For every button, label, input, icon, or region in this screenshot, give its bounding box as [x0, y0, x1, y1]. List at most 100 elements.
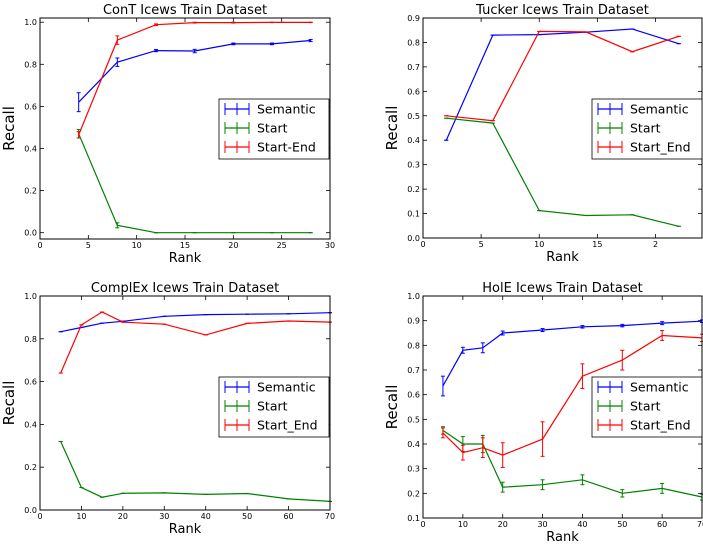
- x-tick-label: 50: [242, 512, 252, 521]
- data-point: [270, 42, 274, 46]
- x-tick-label: 0: [37, 512, 42, 521]
- legend-label: Semantic: [630, 102, 689, 117]
- y-tick-label: 0.9: [407, 317, 420, 326]
- x-tick-label: 70: [325, 512, 335, 521]
- x-tick-label: 5: [479, 240, 484, 249]
- y-tick-label: 0.5: [407, 415, 420, 424]
- chart-title: Tucker Icews Train Dataset: [475, 3, 649, 18]
- x-tick-label: 20: [118, 512, 128, 521]
- legend-label: Start: [257, 121, 288, 136]
- legend-entry: Start: [597, 399, 661, 414]
- y-tick-label: 0.3: [407, 465, 420, 474]
- data-point: [660, 321, 665, 326]
- legend-label: Start_End: [630, 418, 691, 433]
- data-point: [308, 38, 313, 43]
- y-tick-label: 0.7: [407, 366, 420, 375]
- y-tick-label: 0.4: [24, 144, 37, 153]
- y-tick-label: 0.8: [407, 341, 420, 350]
- y-tick-label: 1.0: [407, 292, 420, 301]
- y-tick-label: 0.8: [24, 60, 37, 69]
- y-tick-label: 0.6: [24, 378, 37, 387]
- x-tick-label: 20: [498, 520, 508, 529]
- legend-label: Start: [630, 121, 661, 136]
- legend-entry: Start_End: [597, 418, 691, 433]
- x-tick-label: 10: [132, 241, 142, 250]
- y-tick-label: 0.2: [24, 463, 37, 472]
- y-tick-label: 0.4: [407, 440, 420, 449]
- x-tick-label: 40: [577, 520, 587, 529]
- legend-label: Start_End: [630, 140, 691, 155]
- x-tick-label: 20: [228, 241, 238, 250]
- y-tick-label: 0.9: [407, 14, 420, 23]
- legend-entry: Start_End: [224, 418, 318, 433]
- series-line-2: [60, 441, 331, 502]
- data-point: [76, 131, 81, 139]
- legend-label: Semantic: [257, 380, 316, 395]
- legend-entry: Start: [224, 399, 288, 414]
- legend-label: Start-End: [257, 140, 316, 155]
- y-axis-label: Recall: [383, 385, 401, 430]
- y-tick-label: 0.1: [407, 514, 420, 523]
- x-tick-label: 60: [283, 512, 293, 521]
- data-point: [440, 375, 445, 397]
- series-line-2: [446, 117, 679, 227]
- x-tick-label: 10: [534, 240, 544, 249]
- y-tick-label: 0.1: [407, 210, 420, 219]
- y-axis-label: Recall: [383, 106, 401, 151]
- data-point: [460, 346, 465, 354]
- data-point: [500, 330, 505, 336]
- legend-entry: Semantic: [224, 102, 316, 117]
- x-axis-label: Rank: [546, 530, 579, 545]
- legend: Semantic Start Start_End: [218, 376, 330, 438]
- legend-entry: Semantic: [224, 380, 316, 395]
- y-tick-label: 0.6: [407, 391, 420, 400]
- y-axis-label: Recall: [0, 106, 18, 151]
- chart-cont: ConT Icews Train Dataset Rank Recall 0 5 10 15…: [0, 3, 335, 266]
- x-tick-label: 40: [201, 512, 211, 521]
- data-point: [231, 21, 236, 24]
- chart-title: ComplEx Icews Train Dataset: [91, 281, 279, 296]
- x-tick-label: 5: [86, 241, 91, 250]
- data-point: [580, 363, 585, 389]
- legend-label: Start: [630, 399, 661, 414]
- y-tick-label: 1.0: [24, 18, 37, 27]
- data-point: [540, 421, 545, 457]
- legend-entry: Start: [224, 121, 288, 136]
- data-point: [154, 23, 158, 27]
- x-tick-label: 0: [420, 240, 425, 249]
- axes-frame: [39, 17, 331, 240]
- x-tick-label: 30: [159, 512, 169, 521]
- y-tick-label: 0.6: [407, 87, 420, 96]
- legend-label: Start: [257, 399, 288, 414]
- data-point: [660, 330, 665, 341]
- x-axis-label: Rank: [546, 250, 579, 265]
- data-point: [500, 442, 505, 468]
- y-tick-label: 0.4: [24, 420, 37, 429]
- legend-entry: Start_End: [597, 140, 691, 155]
- x-tick-label: 50: [617, 520, 627, 529]
- y-tick-label: 0.5: [407, 112, 420, 121]
- x-tick-label: 30: [537, 520, 547, 529]
- legend-label: Semantic: [630, 380, 689, 395]
- y-tick-label: 0.0: [407, 234, 420, 243]
- legend-label: Start_End: [257, 418, 318, 433]
- y-tick-label: 0.8: [24, 335, 37, 344]
- y-tick-label: 0.6: [24, 102, 37, 111]
- y-tick-label: 0.8: [407, 38, 420, 47]
- data-point: [115, 57, 120, 67]
- legend-entry: Semantic: [597, 380, 689, 395]
- legend: Semantic Start Start_End: [591, 376, 703, 438]
- chart-tucker: Tucker Icews Train Dataset Rank Recall 0 5 10…: [383, 3, 703, 265]
- data-point: [580, 474, 585, 486]
- x-tick-label: 60: [657, 520, 667, 529]
- x-tick-label: 70: [697, 520, 703, 529]
- data-point: [620, 323, 625, 328]
- data-point: [154, 49, 158, 53]
- y-tick-label: 1.0: [24, 292, 37, 301]
- series-line-1: [445, 28, 679, 141]
- data-point: [192, 48, 197, 54]
- x-axis-label: Rank: [169, 251, 202, 266]
- x-tick-label: 10: [458, 520, 468, 529]
- y-tick-label: 0.2: [407, 489, 420, 498]
- x-tick-label: 25: [277, 241, 287, 250]
